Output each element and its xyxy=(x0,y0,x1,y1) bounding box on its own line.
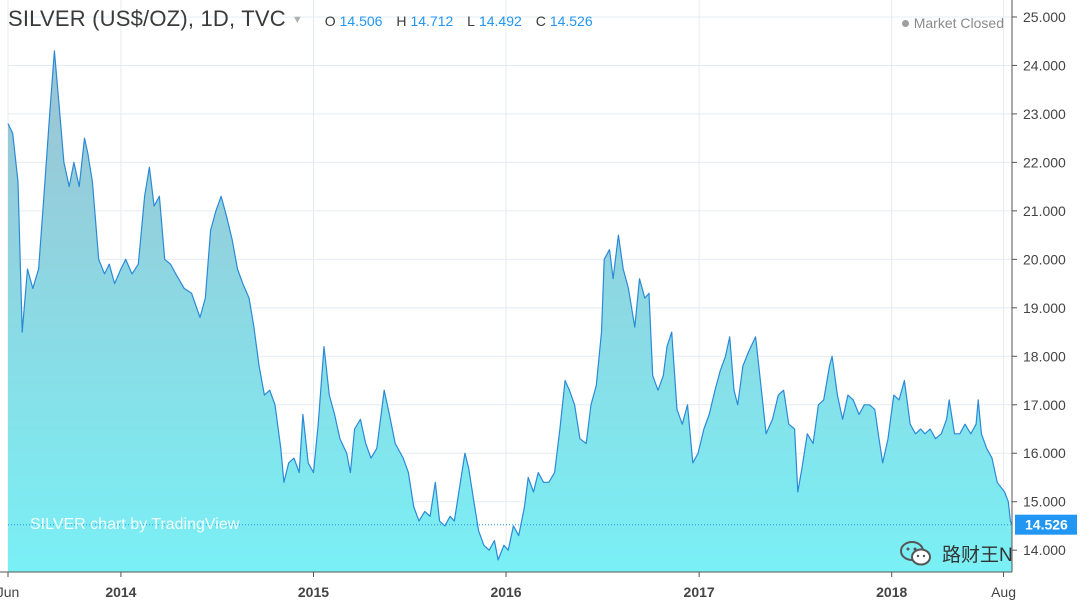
market-status: Market Closed xyxy=(901,15,1004,31)
x-tick-label: 2016 xyxy=(490,584,521,600)
tradingview-watermark: SILVER chart by TradingView xyxy=(30,516,240,533)
market-status-label: Market Closed xyxy=(913,15,1004,31)
y-tick-label: 19.000 xyxy=(1023,300,1066,316)
last-price-label: 14.526 xyxy=(1025,517,1068,533)
brand-badge: 路财王N xyxy=(900,540,1013,567)
close-key: C xyxy=(535,13,546,29)
y-tick-label: 15.000 xyxy=(1023,494,1066,510)
area-fill xyxy=(8,50,1012,572)
high-key: H xyxy=(396,13,407,29)
y-tick-label: 14.000 xyxy=(1023,542,1066,558)
wechat-icon xyxy=(900,540,931,565)
symbol-title[interactable]: SILVER (US$/OZ), 1D, TVC xyxy=(8,6,286,31)
y-tick-label: 18.000 xyxy=(1023,348,1066,364)
close-value: 14.526 xyxy=(549,13,593,29)
brand-text: 路财王N xyxy=(942,545,1013,566)
price-area xyxy=(7,50,1013,572)
y-tick-label: 23.000 xyxy=(1023,106,1066,122)
open-value: 14.506 xyxy=(339,13,383,29)
y-tick-label: 17.000 xyxy=(1023,397,1066,413)
low-value: 14.492 xyxy=(478,13,522,29)
chevron-down-icon[interactable]: ▼ xyxy=(291,14,303,26)
x-tick-label: Jun xyxy=(0,584,19,600)
x-tick-label: Aug xyxy=(991,584,1016,600)
y-tick-label: 20.000 xyxy=(1023,251,1066,267)
x-tick-label: 2014 xyxy=(105,584,136,600)
high-value: 14.712 xyxy=(410,13,454,29)
status-dot-icon xyxy=(901,20,909,27)
chart-header: SILVER (US$/OZ), 1D, TVC ▼ O 14.506 H 14.7… xyxy=(8,6,603,32)
y-tick-label: 16.000 xyxy=(1023,445,1066,461)
price-line xyxy=(7,50,1013,561)
x-tick-label: 2018 xyxy=(876,584,907,600)
y-tick-label: 22.000 xyxy=(1023,154,1066,170)
low-key: L xyxy=(467,13,475,29)
ohlc-legend: O 14.506 H 14.712 L 14.492 C 14.526 xyxy=(325,13,603,29)
x-tick-label: 2017 xyxy=(684,584,715,600)
last-price-tag xyxy=(1015,514,1077,535)
y-tick-label: 25.000 xyxy=(1023,9,1066,25)
y-tick-label: 24.000 xyxy=(1023,57,1066,73)
y-tick-label: 21.000 xyxy=(1023,203,1066,219)
open-key: O xyxy=(324,13,336,29)
x-tick-label: 2015 xyxy=(298,584,329,600)
